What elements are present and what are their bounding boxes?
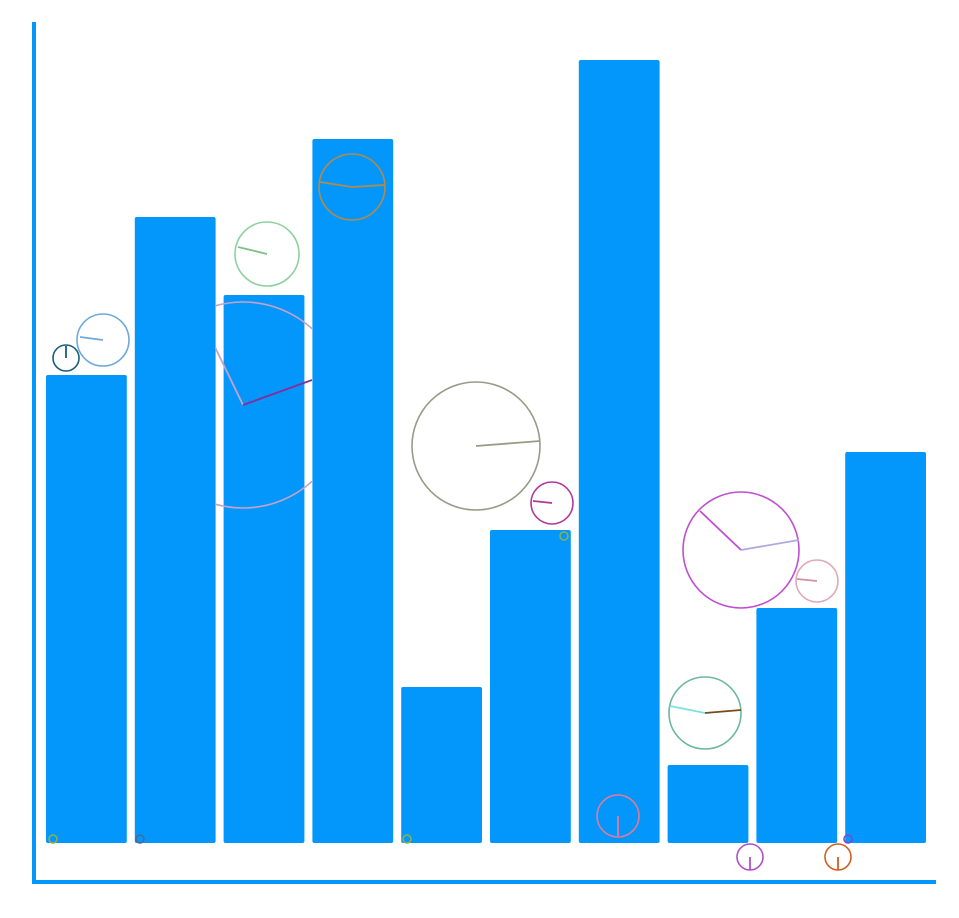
clock — [215, 301, 312, 509]
bar — [667, 765, 749, 843]
bar — [134, 217, 216, 843]
clock — [795, 559, 839, 603]
bar — [756, 608, 838, 843]
clock — [234, 221, 300, 287]
bar — [223, 295, 305, 843]
bar — [578, 60, 660, 843]
clock — [668, 676, 742, 750]
clock — [48, 531, 853, 844]
bar — [401, 687, 483, 843]
bar — [312, 139, 394, 843]
clock — [52, 344, 80, 372]
bar — [489, 530, 571, 843]
decorations — [48, 153, 853, 871]
clock — [76, 313, 130, 367]
clock — [736, 843, 764, 871]
bar — [45, 375, 127, 843]
clock — [411, 381, 541, 511]
bar — [845, 452, 927, 843]
clock — [318, 153, 386, 221]
clock — [682, 491, 800, 609]
clock — [596, 794, 640, 838]
clock — [530, 481, 574, 525]
clock — [824, 843, 852, 871]
